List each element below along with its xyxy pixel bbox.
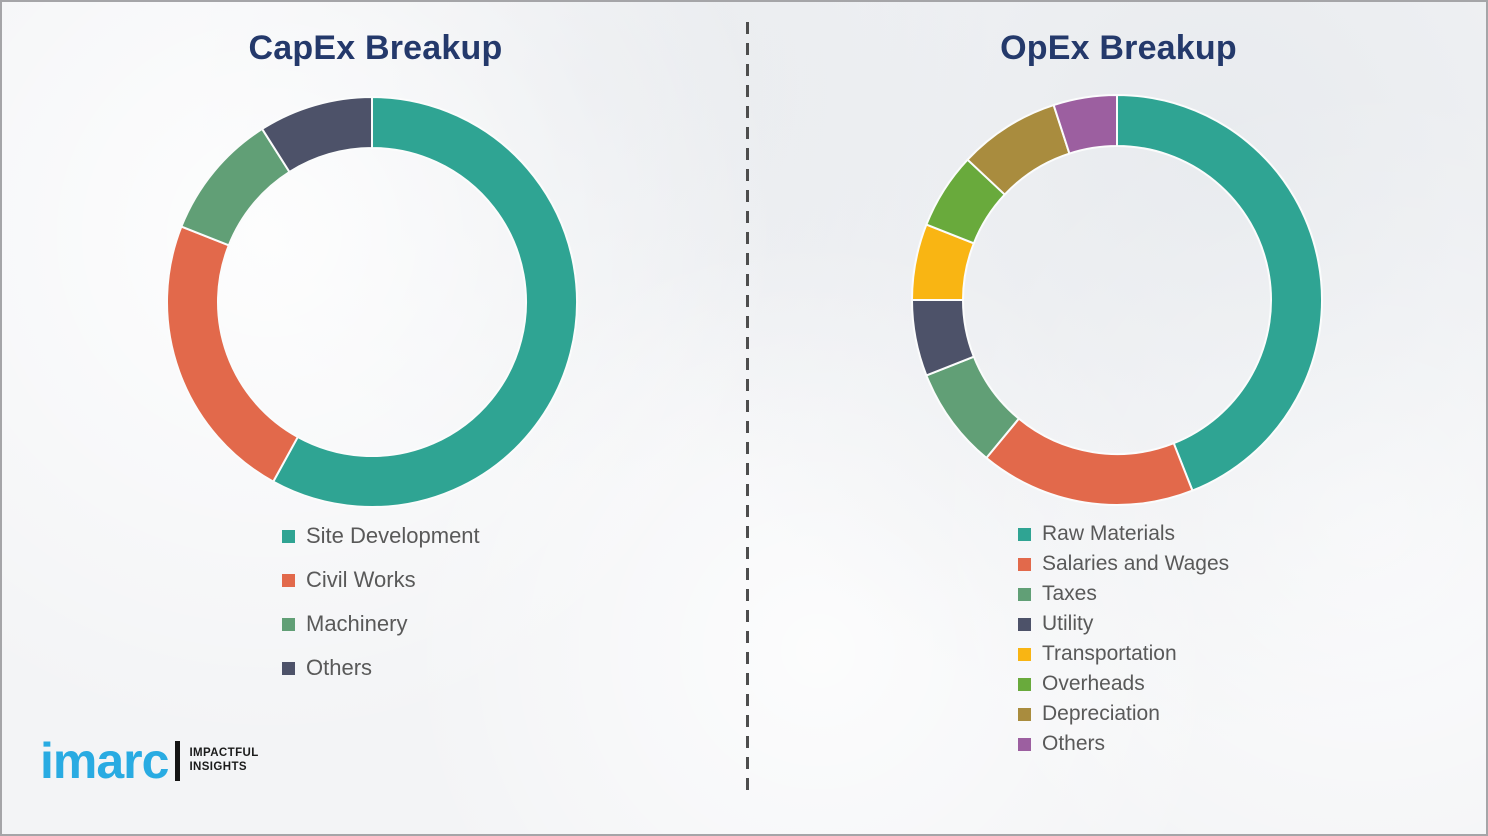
- donut-segment-others: [261, 96, 373, 173]
- legend-swatch-site-development: [282, 529, 295, 543]
- legend-item-others: Others: [1018, 729, 1229, 759]
- legend-label-taxes: Taxes: [1042, 582, 1097, 605]
- legend-label-others: Others: [306, 655, 373, 680]
- logo-tagline-line1: IMPACTFUL: [189, 747, 259, 760]
- legend-label-salaries-and-wages: Salaries and Wages: [1042, 552, 1230, 575]
- legend-swatch-others: [1018, 737, 1031, 751]
- legend-item-salaries-and-wages: Salaries and Wages: [1018, 549, 1229, 579]
- legend-item-taxes: Taxes: [1018, 579, 1229, 609]
- legend-label-site-development: Site Development: [306, 523, 480, 548]
- legend-label-machinery: Machinery: [306, 611, 408, 636]
- legend-swatch-overheads: [1018, 677, 1031, 691]
- donut-segment-civil-works: [166, 225, 299, 483]
- capex-chart-title: CapEx Breakup: [248, 29, 503, 67]
- opex-legend: Raw Materials Salaries and Wages Taxes Util…: [1018, 519, 1229, 759]
- legend-item-raw-materials: Raw Materials: [1018, 519, 1229, 549]
- legend-item-depreciation: Depreciation: [1018, 699, 1229, 729]
- legend-swatch-machinery: [282, 617, 295, 631]
- legend-item-others: Others: [282, 646, 480, 690]
- legend-label-utility: Utility: [1042, 612, 1094, 635]
- legend-swatch-salaries-and-wages: [1018, 557, 1031, 571]
- imarc-logo-text: imarc: [40, 733, 169, 789]
- legend-label-depreciation: Depreciation: [1042, 702, 1160, 725]
- capex-legend: Site Development Civil Works Machinery Othe…: [282, 514, 480, 690]
- opex-chart-title: OpEx Breakup: [1000, 29, 1237, 67]
- legend-item-civil-works: Civil Works: [282, 558, 480, 602]
- legend-item-transportation: Transportation: [1018, 639, 1229, 669]
- legend-swatch-utility: [1018, 617, 1031, 631]
- donut-segment-salaries-and-wages: [985, 417, 1194, 506]
- logo-divider-bar: [175, 741, 181, 781]
- opex-donut-chart: [911, 94, 1323, 506]
- legend-label-transportation: Transportation: [1042, 642, 1177, 665]
- legend-label-overheads: Overheads: [1042, 672, 1145, 695]
- legend-item-overheads: Overheads: [1018, 669, 1229, 699]
- donut-segment-raw-materials: [1116, 94, 1323, 492]
- legend-swatch-taxes: [1018, 587, 1031, 601]
- legend-swatch-depreciation: [1018, 707, 1031, 721]
- legend-label-others: Others: [1042, 732, 1106, 755]
- legend-item-site-development: Site Development: [282, 514, 480, 558]
- logo-tagline: IMPACTFUL INSIGHTS: [189, 747, 258, 775]
- legend-swatch-others: [282, 661, 295, 675]
- legend-item-machinery: Machinery: [282, 602, 480, 646]
- imarc-logo: imarc IMPACTFUL INSIGHTS: [40, 736, 259, 786]
- legend-label-civil-works: Civil Works: [306, 567, 416, 592]
- legend-swatch-transportation: [1018, 647, 1031, 661]
- panel-divider-dashed-line: [746, 22, 749, 794]
- legend-label-raw-materials: Raw Materials: [1042, 522, 1176, 545]
- legend-swatch-raw-materials: [1018, 527, 1031, 541]
- capex-donut-chart: [166, 96, 578, 508]
- logo-tagline-line2: INSIGHTS: [189, 761, 247, 773]
- donut-segment-site-development: [272, 96, 578, 508]
- legend-swatch-civil-works: [282, 573, 295, 587]
- donut-segment-others: [1052, 94, 1118, 155]
- legend-item-utility: Utility: [1018, 609, 1229, 639]
